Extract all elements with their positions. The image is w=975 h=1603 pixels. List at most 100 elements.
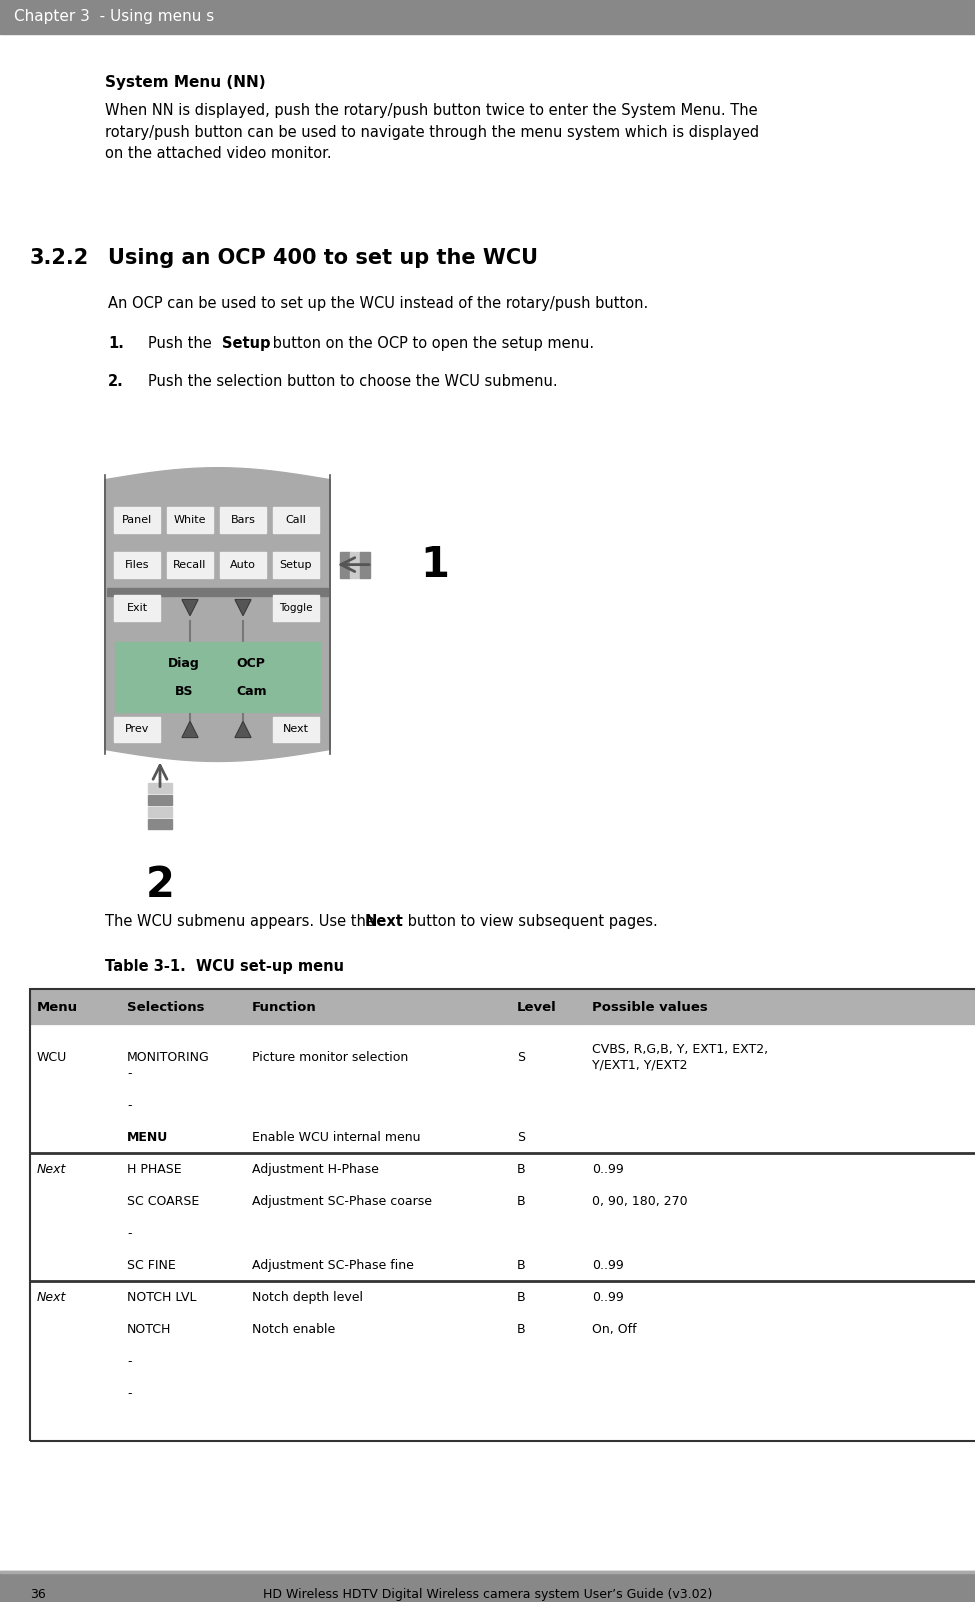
Bar	[585, 1345, 975, 1377]
Bar	[0, 1571, 975, 1573]
Bar	[585, 1058, 975, 1090]
Polygon shape	[105, 750, 330, 761]
Text: Function: Function	[252, 1000, 317, 1013]
Bar	[510, 1153, 585, 1185]
Bar	[273, 551, 319, 577]
Bar	[245, 1281, 510, 1313]
Bar	[585, 1313, 975, 1345]
Bar	[120, 989, 245, 1026]
Bar	[148, 819, 172, 829]
Text: On, Off: On, Off	[592, 1322, 637, 1335]
Text: B: B	[517, 1290, 526, 1303]
Text: Selections: Selections	[127, 1000, 205, 1013]
Text: The WCU submenu appears. Use the: The WCU submenu appears. Use the	[105, 914, 379, 930]
Bar	[340, 551, 350, 577]
Text: Adjustment SC-Phase coarse: Adjustment SC-Phase coarse	[252, 1194, 432, 1207]
Bar	[120, 1058, 245, 1090]
Bar	[0, 1571, 975, 1601]
Bar	[30, 1249, 120, 1281]
Text: Menu: Menu	[37, 1000, 78, 1013]
Bar	[510, 1249, 585, 1281]
Text: Prev: Prev	[125, 725, 149, 734]
Text: Exit: Exit	[127, 603, 147, 612]
Bar	[510, 989, 585, 1026]
Text: Notch enable: Notch enable	[252, 1322, 335, 1335]
Text: Possible values: Possible values	[592, 1000, 708, 1013]
Text: button to view subsequent pages.: button to view subsequent pages.	[403, 914, 658, 930]
Bar	[585, 1090, 975, 1120]
Text: SC FINE: SC FINE	[127, 1258, 176, 1271]
Text: Setup: Setup	[222, 335, 270, 351]
Text: Adjustment SC-Phase fine: Adjustment SC-Phase fine	[252, 1258, 413, 1271]
Bar	[120, 1377, 245, 1409]
Bar	[30, 1058, 120, 1090]
Bar	[120, 1026, 245, 1090]
Bar	[273, 595, 319, 620]
Bar	[510, 1026, 585, 1090]
Text: Enable WCU internal menu: Enable WCU internal menu	[252, 1130, 420, 1143]
Bar	[585, 1281, 975, 1313]
Bar	[120, 1313, 245, 1345]
Text: Diag: Diag	[168, 657, 200, 670]
Bar	[30, 1281, 120, 1313]
Text: Table 3-1.  WCU set-up menu: Table 3-1. WCU set-up menu	[105, 959, 344, 975]
Bar	[245, 1090, 510, 1120]
Bar	[105, 479, 330, 750]
Bar	[510, 1090, 585, 1120]
Bar	[30, 989, 120, 1026]
Bar	[245, 1120, 510, 1153]
Text: -: -	[127, 1226, 132, 1239]
Bar	[120, 1345, 245, 1377]
Text: Bars: Bars	[230, 515, 255, 524]
Text: button on the OCP to open the setup menu.: button on the OCP to open the setup menu…	[268, 335, 594, 351]
Bar	[30, 1217, 120, 1249]
Bar	[245, 1345, 510, 1377]
Text: 2: 2	[145, 864, 175, 906]
Bar	[245, 1217, 510, 1249]
Text: B: B	[517, 1322, 526, 1335]
Text: BS: BS	[175, 684, 193, 697]
Text: 1: 1	[420, 543, 449, 585]
Text: Y/EXT1, Y/EXT2: Y/EXT1, Y/EXT2	[592, 1058, 687, 1072]
Bar	[30, 1026, 120, 1090]
Text: Picture monitor selection: Picture monitor selection	[252, 1052, 409, 1064]
Bar	[245, 1249, 510, 1281]
Polygon shape	[235, 721, 251, 737]
Text: Setup: Setup	[280, 559, 312, 569]
Bar	[510, 1185, 585, 1217]
Bar	[167, 551, 213, 577]
Bar	[120, 1217, 245, 1249]
Text: Panel: Panel	[122, 515, 152, 524]
Bar	[245, 1185, 510, 1217]
Bar	[585, 1120, 975, 1153]
Text: Call: Call	[286, 515, 306, 524]
Bar	[114, 551, 160, 577]
Bar	[148, 808, 172, 818]
Text: S: S	[517, 1052, 525, 1064]
Text: Push the: Push the	[148, 335, 216, 351]
Polygon shape	[235, 600, 251, 616]
Bar	[220, 551, 266, 577]
Bar	[510, 1058, 585, 1090]
Text: 36: 36	[30, 1589, 46, 1601]
Bar	[167, 507, 213, 532]
Text: Toggle: Toggle	[279, 603, 313, 612]
Bar	[30, 1313, 120, 1345]
Bar	[510, 1377, 585, 1409]
Text: MENU: MENU	[127, 1130, 169, 1143]
Text: Next: Next	[283, 725, 309, 734]
Bar	[273, 717, 319, 742]
Text: WCU: WCU	[37, 1052, 67, 1064]
Text: Notch depth level: Notch depth level	[252, 1290, 363, 1303]
Text: Adjustment H-Phase: Adjustment H-Phase	[252, 1162, 379, 1175]
Text: B: B	[517, 1162, 526, 1175]
Bar	[510, 1313, 585, 1345]
Bar	[30, 1090, 120, 1120]
Text: Chapter 3  - Using menu s: Chapter 3 - Using menu s	[14, 10, 214, 24]
Bar	[114, 595, 160, 620]
Bar	[30, 1185, 120, 1217]
Text: Next: Next	[37, 1162, 66, 1175]
Text: S: S	[517, 1130, 525, 1143]
Text: Next: Next	[37, 1290, 66, 1303]
Polygon shape	[182, 600, 198, 616]
